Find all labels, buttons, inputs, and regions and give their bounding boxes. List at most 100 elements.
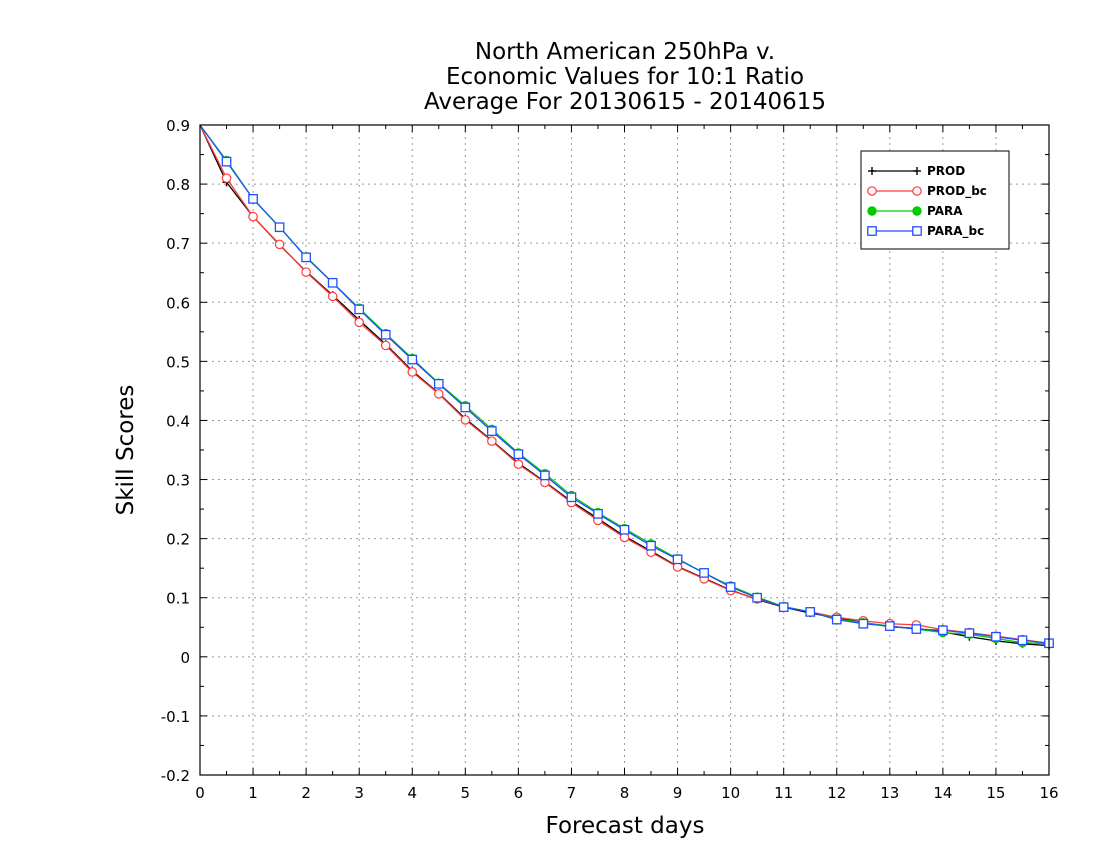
legend-label: PARA_bc <box>927 224 984 239</box>
data-point <box>221 173 232 183</box>
y-tick-label: -0.1 <box>161 708 190 726</box>
axis-ticks <box>199 124 1050 776</box>
y-tick-label: 0.1 <box>166 590 190 608</box>
data-point <box>831 614 842 625</box>
legend-marker <box>912 186 922 196</box>
x-tick-label: 13 <box>880 784 899 802</box>
x-tick-label: 16 <box>1039 784 1058 802</box>
data-point <box>646 540 656 551</box>
data-point <box>858 618 869 629</box>
data-point <box>699 568 709 578</box>
data-point <box>327 277 338 288</box>
data-point <box>513 449 524 459</box>
data-point <box>460 415 471 425</box>
data-point <box>805 607 816 617</box>
y-tick-label: 0.2 <box>166 531 190 549</box>
x-tick-label: 9 <box>673 784 683 802</box>
legend-label: PROD <box>927 164 965 178</box>
chart-title-line-3: Average For 20130615 - 20140615 <box>424 89 826 115</box>
y-axis-label: Skill Scores <box>113 385 139 516</box>
data-point <box>672 554 683 565</box>
data-point <box>433 389 444 399</box>
data-point <box>301 267 311 277</box>
data-point <box>460 402 471 413</box>
x-tick-label: 7 <box>567 784 577 802</box>
data-point <box>1017 635 1028 646</box>
legend-entry: PARA <box>867 204 963 218</box>
x-tick-label: 15 <box>986 784 1005 802</box>
data-point <box>407 354 418 365</box>
x-tick-label: 8 <box>620 784 630 802</box>
data-point <box>274 239 285 250</box>
data-point <box>274 222 285 233</box>
y-tick-label: 0.5 <box>166 353 190 371</box>
legend-label: PROD_bc <box>927 184 987 199</box>
x-tick-label: 12 <box>827 784 846 802</box>
x-tick-label: 14 <box>933 784 952 802</box>
data-point <box>248 211 258 222</box>
x-tick-label: 0 <box>195 784 205 802</box>
x-axis-tick-labels: 0 1 2 3 4 5 6 7 8 9 10 11 12 13 14 15 16 <box>195 784 1058 802</box>
data-point <box>778 602 789 613</box>
x-tick-label: 2 <box>301 784 311 802</box>
legend-entry: PROD <box>868 164 965 178</box>
data-point <box>938 625 948 636</box>
x-tick-label: 11 <box>774 784 793 802</box>
x-tick-label: 4 <box>407 784 417 802</box>
data-point <box>964 628 975 639</box>
data-point <box>752 592 763 603</box>
y-axis-tick-labels: -0.2 -0.1 0 0.1 0.2 0.3 0.4 0.5 0.6 0.7 0.8 0.9 <box>161 117 190 785</box>
x-tick-label: 3 <box>354 784 364 802</box>
legend-marker <box>912 226 922 236</box>
data-point <box>593 508 603 519</box>
data-point <box>486 426 497 436</box>
data-point <box>407 367 418 377</box>
legend-marker <box>912 206 922 216</box>
legend-marker <box>868 167 876 175</box>
x-tick-label: 10 <box>721 784 740 802</box>
data-point <box>513 459 524 469</box>
chart-title-line-1: North American 250hPa v. <box>475 39 775 65</box>
data-point <box>301 252 311 263</box>
y-tick-label: 0.3 <box>166 472 190 490</box>
chart-title-line-2: Economic Values for 10:1 Ratio <box>446 64 804 90</box>
x-axis-label: Forecast days <box>546 813 705 839</box>
chart-title: North American 250hPa v. Economic Values… <box>424 39 826 115</box>
data-series <box>199 124 1054 650</box>
y-tick-label: 0.7 <box>166 235 190 253</box>
x-tick-label: 1 <box>248 784 258 802</box>
y-tick-label: 0.8 <box>166 176 190 194</box>
data-point <box>327 291 338 302</box>
y-tick-label: 0.4 <box>166 412 190 430</box>
data-point <box>991 631 1001 642</box>
y-tick-label: 0.9 <box>166 117 190 135</box>
y-tick-label: 0 <box>180 649 190 667</box>
data-point <box>725 582 736 592</box>
data-point <box>433 378 444 389</box>
legend-entry: PROD_bc <box>867 184 987 199</box>
legend: PROD PROD_bc PARA PARA_bc <box>860 150 1010 250</box>
data-point <box>248 194 258 204</box>
y-tick-label: 0.6 <box>166 294 190 312</box>
legend-box <box>860 150 1010 250</box>
data-point <box>911 624 922 634</box>
legend-marker <box>867 206 877 216</box>
data-point <box>354 304 365 315</box>
legend-entry: PARA_bc <box>867 224 984 239</box>
legend-marker <box>867 226 877 236</box>
series-para-bc <box>199 124 1054 649</box>
y-tick-label: -0.2 <box>161 767 190 785</box>
data-point <box>884 621 895 631</box>
legend-label: PARA <box>927 204 963 218</box>
legend-marker <box>913 167 921 175</box>
data-point <box>354 317 364 328</box>
data-point <box>380 340 391 351</box>
x-tick-label: 6 <box>514 784 524 802</box>
data-point <box>380 329 391 340</box>
data-point <box>221 156 232 167</box>
data-point <box>566 492 577 503</box>
data-point <box>540 470 550 481</box>
data-point <box>487 436 497 446</box>
x-tick-label: 5 <box>461 784 471 802</box>
